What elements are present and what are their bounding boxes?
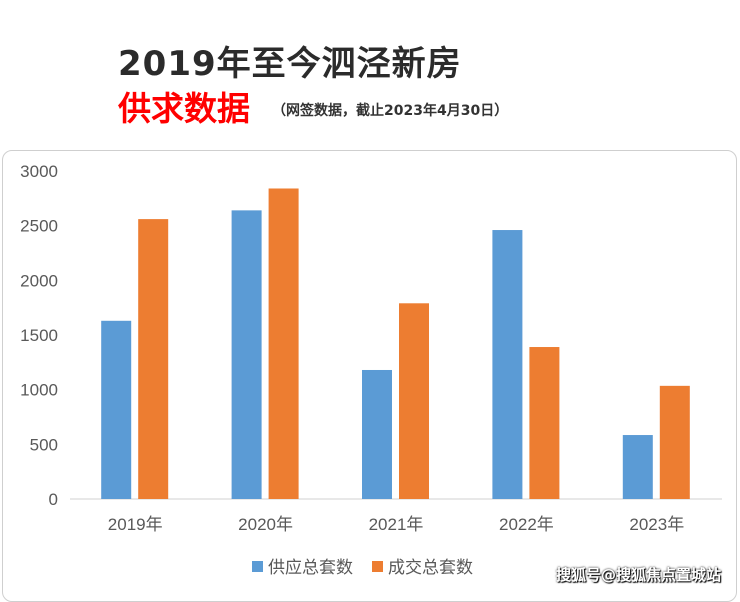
- bar-supply: [492, 230, 523, 500]
- y-tick-label: 1500: [20, 326, 58, 345]
- legend-swatch: [252, 561, 263, 572]
- bar-supply: [362, 369, 392, 499]
- x-tick-label: 2021年: [369, 515, 424, 534]
- x-tick-label: 2022年: [499, 515, 554, 534]
- y-tick-label: 2000: [20, 271, 58, 290]
- page-subtitle: 供求数据: [118, 89, 250, 128]
- x-tick-label: 2020年: [238, 515, 293, 534]
- bar-supply: [622, 435, 653, 499]
- y-tick-label: 0: [49, 490, 58, 509]
- x-tick-label: 2023年: [629, 515, 684, 534]
- page-title: 2019年至今泗泾新房: [118, 44, 462, 84]
- bar-supply: [231, 210, 262, 500]
- legend-swatch: [372, 561, 383, 572]
- bar-sales: [138, 219, 169, 499]
- bar-sales: [529, 347, 560, 499]
- bar-sales: [268, 188, 299, 499]
- watermark: 搜狐号@搜狐焦点置城站: [556, 566, 722, 584]
- bar-sales: [399, 303, 429, 499]
- legend-label: 供应总套数: [268, 558, 353, 578]
- y-tick-label: 500: [30, 435, 58, 454]
- y-tick-label: 3000: [20, 162, 58, 181]
- x-tick-label: 2019年: [108, 515, 163, 534]
- y-tick-label: 1000: [20, 381, 58, 400]
- legend-label: 成交总套数: [388, 558, 473, 578]
- y-tick-label: 2500: [20, 217, 58, 236]
- bar-sales: [659, 385, 690, 499]
- bar-supply: [101, 320, 132, 499]
- data-note: （网签数据，截止2023年4月30日）: [272, 103, 509, 119]
